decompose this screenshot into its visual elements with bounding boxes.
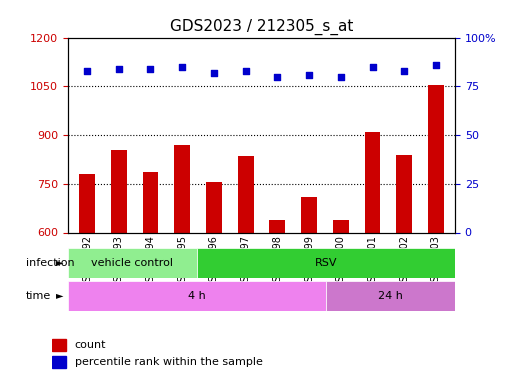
Text: infection: infection bbox=[26, 258, 75, 267]
Bar bbox=[428, 85, 444, 232]
Point bbox=[305, 72, 313, 78]
Bar bbox=[52, 356, 66, 368]
Text: percentile rank within the sample: percentile rank within the sample bbox=[74, 357, 263, 367]
Bar bbox=[68, 248, 197, 278]
Bar bbox=[396, 154, 412, 232]
Point bbox=[146, 66, 155, 72]
Bar bbox=[238, 156, 254, 232]
Text: time: time bbox=[26, 291, 51, 301]
Point bbox=[178, 64, 186, 70]
Point bbox=[210, 70, 218, 76]
Bar bbox=[52, 339, 66, 351]
Bar bbox=[143, 172, 158, 232]
Text: count: count bbox=[74, 340, 106, 350]
Bar bbox=[79, 174, 95, 232]
Bar bbox=[68, 281, 326, 311]
Point bbox=[432, 62, 440, 68]
Text: ►: ► bbox=[56, 290, 64, 300]
Bar bbox=[206, 182, 222, 232]
Point bbox=[242, 68, 250, 74]
Bar bbox=[174, 145, 190, 232]
Text: RSV: RSV bbox=[315, 258, 337, 267]
Point bbox=[83, 68, 91, 74]
Bar bbox=[365, 132, 380, 232]
Text: ►: ► bbox=[56, 257, 64, 267]
Bar bbox=[326, 281, 455, 311]
Point bbox=[368, 64, 377, 70]
Text: vehicle control: vehicle control bbox=[92, 258, 174, 267]
Point bbox=[115, 66, 123, 72]
Point bbox=[400, 68, 408, 74]
Bar bbox=[333, 219, 349, 232]
Text: 24 h: 24 h bbox=[378, 291, 403, 301]
Point bbox=[337, 74, 345, 80]
Bar bbox=[197, 248, 455, 278]
Text: GDS2023 / 212305_s_at: GDS2023 / 212305_s_at bbox=[170, 19, 353, 35]
Point bbox=[273, 74, 281, 80]
Bar bbox=[301, 197, 317, 232]
Text: 4 h: 4 h bbox=[188, 291, 206, 301]
Bar bbox=[269, 219, 285, 232]
Bar bbox=[111, 150, 127, 232]
